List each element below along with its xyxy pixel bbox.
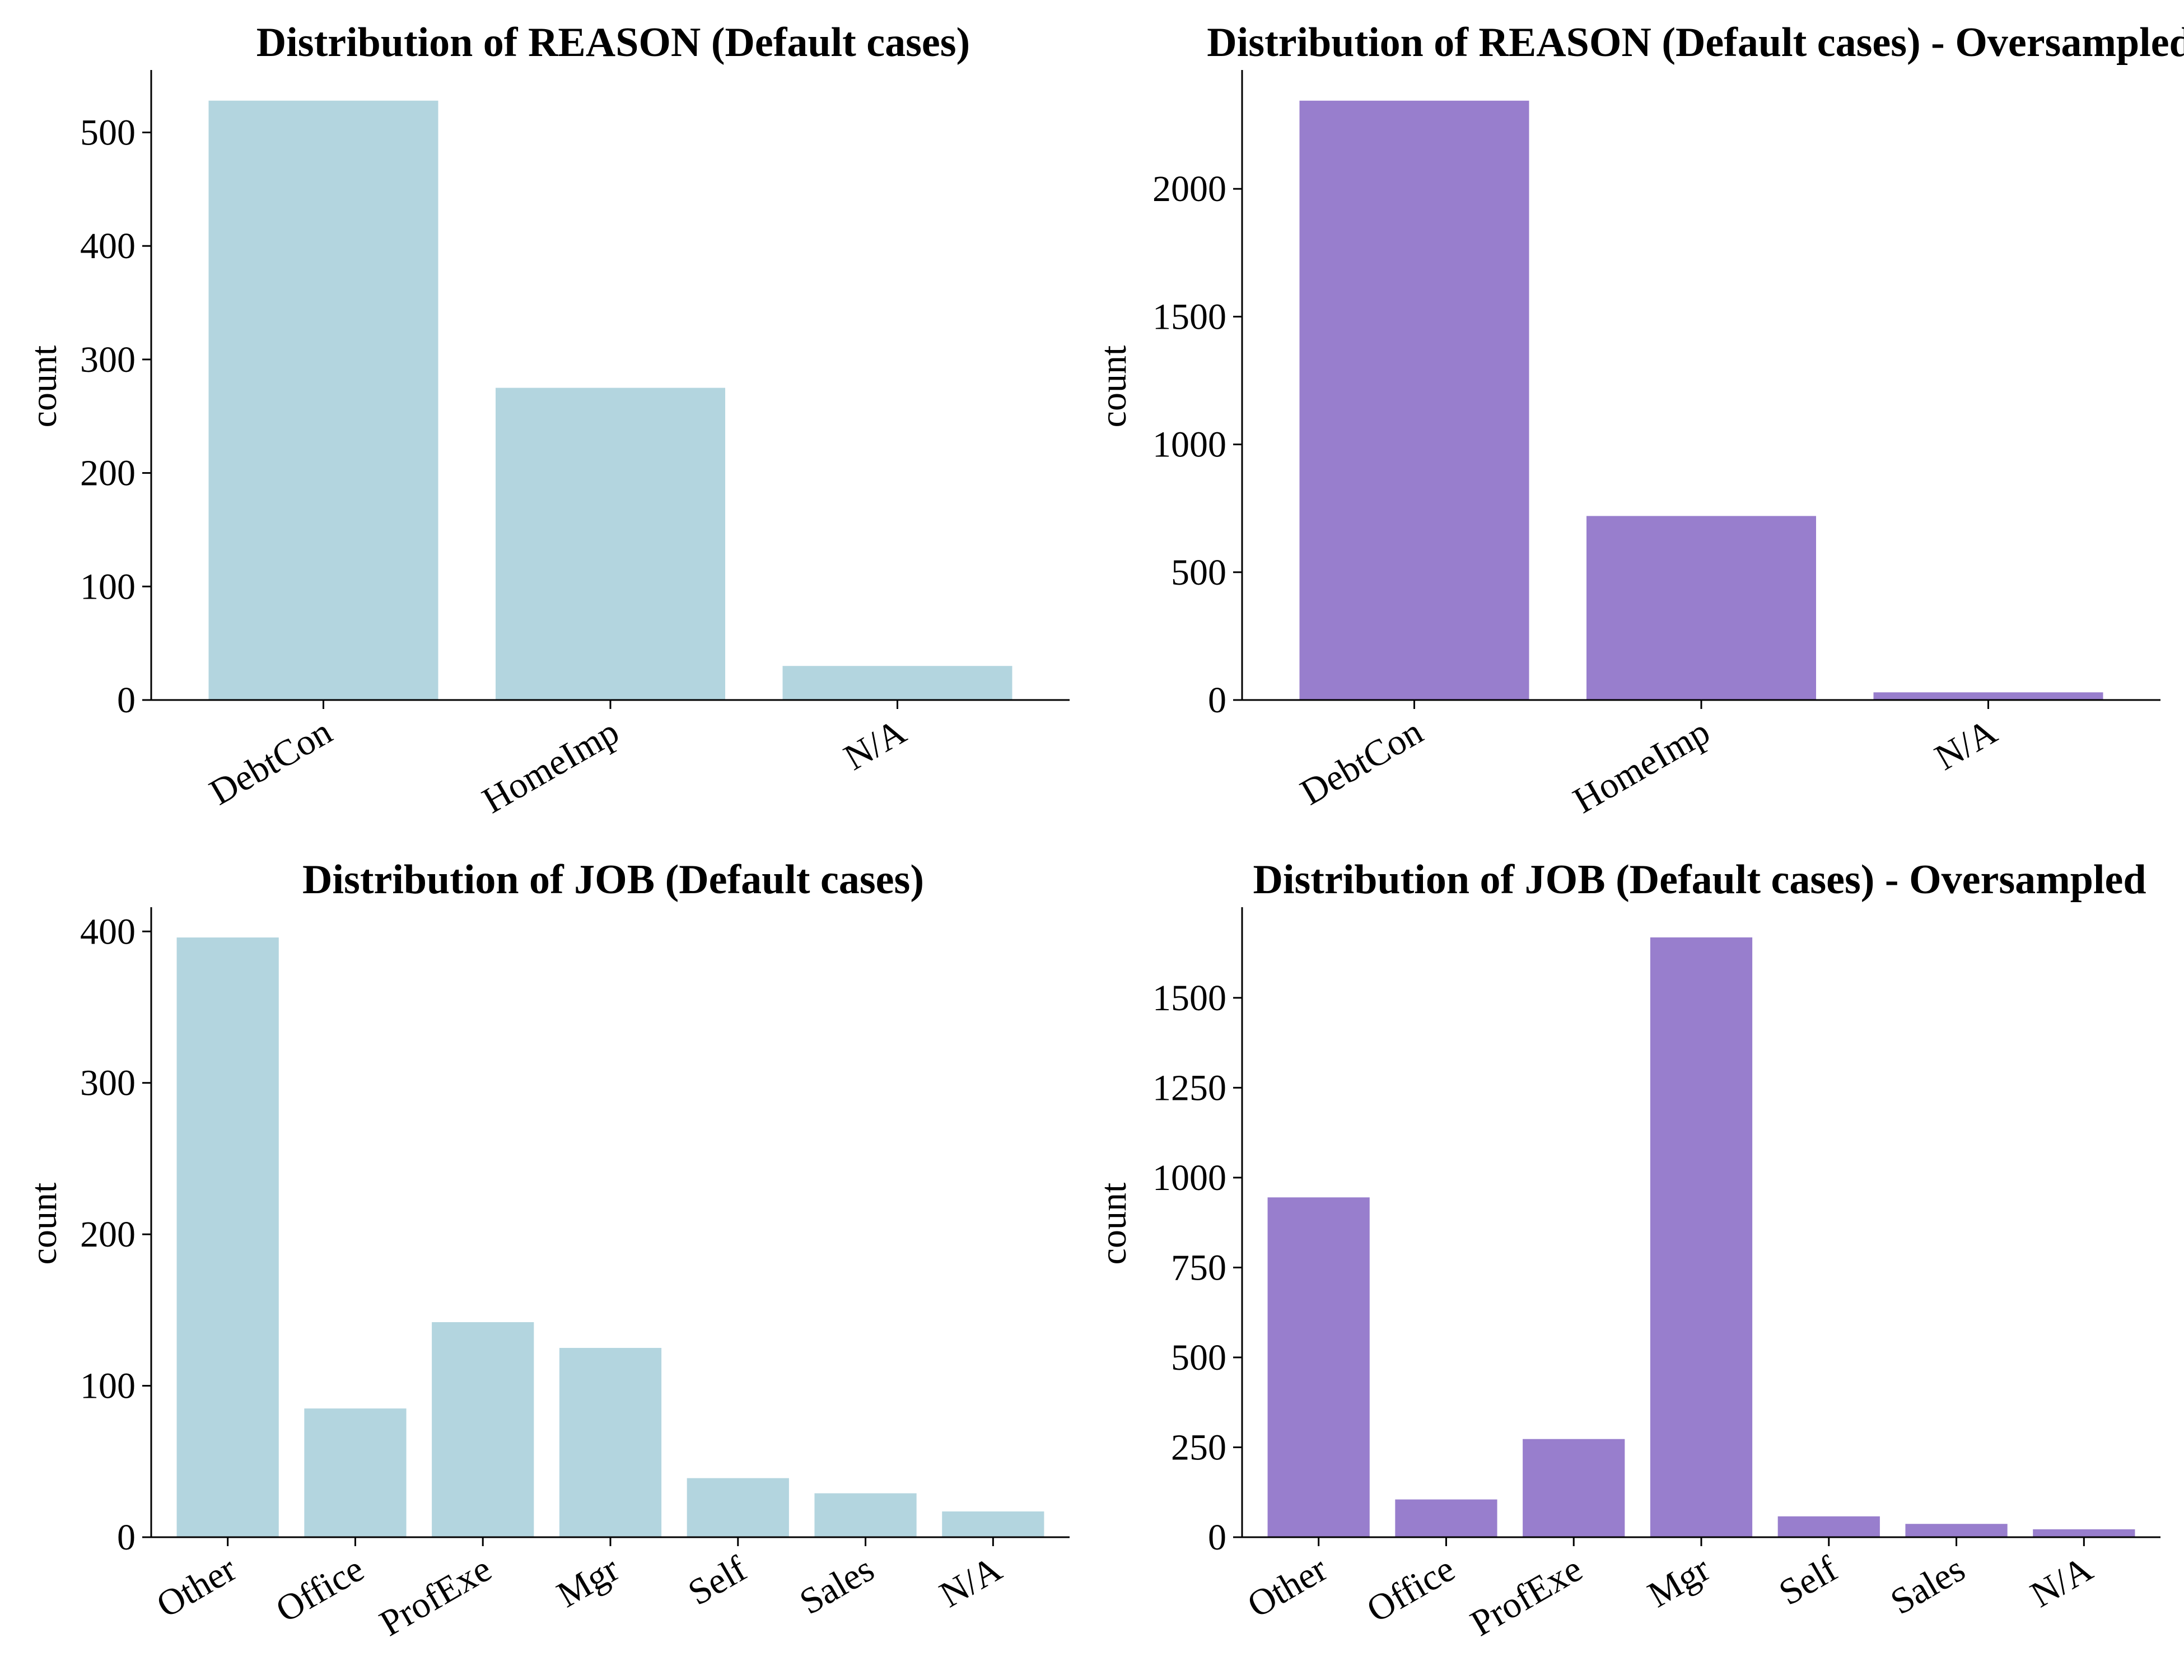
- bar-office: [304, 1408, 407, 1537]
- y-tick-label: 1250: [1152, 1067, 1226, 1108]
- bar-mgr: [559, 1347, 662, 1537]
- chart-title: Distribution of JOB (Default cases): [302, 857, 924, 903]
- bar-debtcon: [1299, 100, 1529, 701]
- y-tick-label: 500: [1171, 1337, 1226, 1378]
- bar-profexe: [1523, 1439, 1625, 1537]
- bar-n-a: [1873, 692, 2103, 700]
- y-tick-label: 1000: [1152, 424, 1226, 465]
- y-tick-label: 500: [80, 112, 136, 153]
- y-axis-label: count: [1093, 1183, 1134, 1265]
- bar-debtcon: [208, 100, 438, 700]
- bar-sales: [814, 1493, 917, 1537]
- bar-self: [1777, 1516, 1880, 1537]
- y-axis-label: count: [1093, 346, 1134, 428]
- y-tick-label: 1500: [1152, 978, 1226, 1019]
- bar-homeimp: [1586, 516, 1816, 700]
- y-tick-label: 100: [80, 1366, 136, 1407]
- y-tick-label: 400: [80, 226, 136, 267]
- chart-panel-1: Distribution of REASON (Default cases) 0 1…: [24, 20, 1070, 822]
- bar-mgr: [1650, 937, 1753, 1537]
- y-axis-label: count: [24, 1183, 64, 1265]
- bar-profexe: [432, 1322, 534, 1537]
- bar-n-a: [2033, 1529, 2135, 1537]
- y-tick-label: 0: [117, 680, 136, 721]
- y-tick-label: 0: [117, 1517, 136, 1558]
- chart-title: Distribution of REASON (Default cases): [256, 20, 970, 66]
- bar-n-a: [782, 666, 1012, 700]
- bar-homeimp: [496, 388, 725, 700]
- y-tick-label: 750: [1171, 1247, 1226, 1288]
- bar-other: [1267, 1197, 1370, 1537]
- y-tick-label: 1000: [1152, 1158, 1226, 1198]
- bar-other: [176, 937, 279, 1537]
- bar-self: [687, 1478, 789, 1537]
- chart-title: Distribution of JOB (Default cases) - Ov…: [1253, 857, 2146, 903]
- bar-sales: [1905, 1524, 2008, 1537]
- y-tick-label: 100: [80, 566, 136, 607]
- y-tick-label: 500: [1171, 552, 1226, 593]
- y-tick-label: 250: [1171, 1427, 1226, 1468]
- y-axis-label: count: [24, 346, 64, 428]
- y-tick-label: 300: [80, 339, 136, 380]
- y-tick-label: 1500: [1152, 296, 1226, 337]
- y-tick-label: 300: [80, 1063, 136, 1104]
- chart-title: Distribution of REASON (Default cases) -…: [1207, 20, 2184, 66]
- y-tick-label: 2000: [1152, 169, 1226, 209]
- y-tick-label: 200: [80, 453, 136, 494]
- y-tick-label: 400: [80, 911, 136, 952]
- y-tick-label: 0: [1208, 680, 1226, 721]
- bar-office: [1395, 1499, 1497, 1537]
- y-tick-label: 200: [80, 1214, 136, 1255]
- bar-n-a: [942, 1511, 1044, 1537]
- y-tick-label: 0: [1208, 1517, 1226, 1558]
